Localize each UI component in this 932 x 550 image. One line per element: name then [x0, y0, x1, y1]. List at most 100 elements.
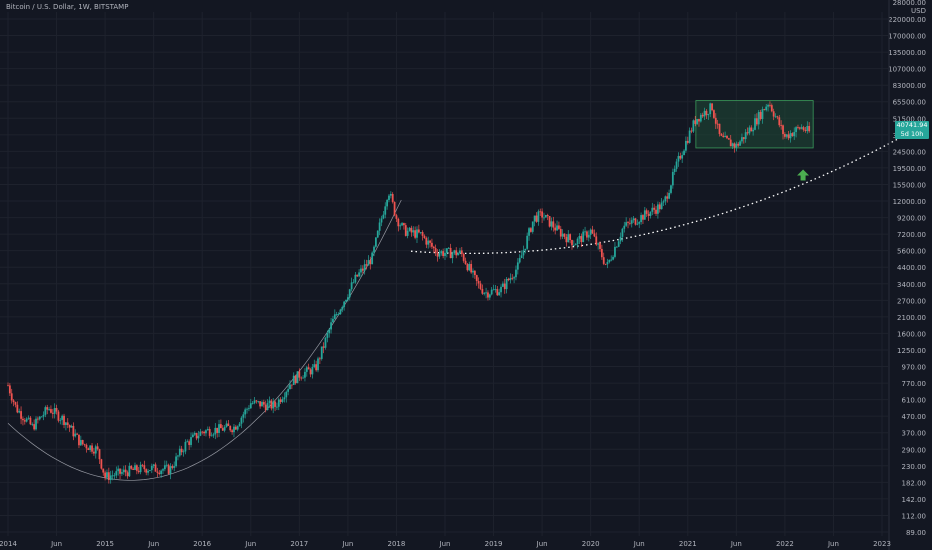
candle: [599, 241, 601, 252]
candle: [285, 390, 288, 403]
candle: [360, 264, 362, 278]
candle: [44, 405, 47, 418]
candle: [442, 248, 445, 259]
candle: [339, 308, 342, 315]
candle: [755, 113, 758, 127]
candle: [630, 217, 633, 228]
x-tick-label: Jun: [536, 540, 548, 548]
x-tick-label: Jun: [730, 540, 742, 548]
candle: [464, 257, 467, 265]
candle: [384, 202, 387, 219]
candle: [150, 463, 153, 474]
candle: [322, 342, 325, 354]
candle: [382, 210, 385, 220]
candle: [376, 230, 379, 239]
candle: [223, 425, 226, 433]
candle: [625, 217, 628, 228]
candle: [158, 470, 161, 476]
candle: [470, 260, 473, 274]
candle: [137, 466, 140, 474]
candle: [651, 202, 654, 216]
x-tick-label: Jun: [341, 540, 353, 548]
candle: [647, 210, 650, 221]
candle: [754, 114, 756, 131]
candle: [436, 249, 439, 262]
candle: [558, 221, 560, 231]
candle: [132, 467, 135, 471]
candle: [785, 133, 788, 139]
candle: [156, 467, 159, 478]
candle: [141, 463, 144, 468]
candle: [335, 311, 338, 317]
candle: [640, 212, 642, 225]
candle: [528, 226, 530, 241]
candle: [61, 414, 64, 426]
candle: [520, 250, 523, 259]
candle: [46, 404, 49, 415]
x-axis: 2014 Jun 2015 Jun 2016 Jun 2017 Jun 2018 Jun 2019 J…: [0, 540, 891, 548]
candle: [632, 215, 635, 223]
candle: [35, 416, 37, 431]
candle: [498, 288, 501, 296]
candle: [96, 443, 99, 451]
candle: [541, 208, 544, 223]
candle: [221, 424, 224, 431]
y-tick-label: 170000.00: [888, 33, 926, 41]
candle: [638, 220, 641, 228]
candle: [572, 240, 575, 247]
candle: [18, 408, 21, 414]
candle: [501, 281, 504, 288]
candle: [473, 270, 476, 279]
candle: [539, 208, 542, 216]
candle: [167, 463, 170, 475]
candle: [20, 406, 22, 425]
candle: [201, 430, 204, 435]
candle: [231, 428, 234, 435]
candle: [330, 318, 332, 334]
candle: [178, 445, 181, 458]
candle: [642, 214, 644, 224]
candle: [305, 365, 308, 377]
candle: [733, 142, 736, 153]
grid: [0, 12, 888, 536]
candle: [186, 439, 189, 443]
candle: [55, 404, 58, 415]
candle: [602, 252, 605, 266]
candle: [165, 460, 168, 468]
x-tick-label: Jun: [827, 540, 839, 548]
candle: [494, 284, 497, 293]
candle: [677, 152, 680, 167]
candle: [274, 399, 276, 412]
candle: [262, 399, 265, 408]
candle: [419, 231, 422, 235]
candle: [580, 233, 583, 247]
candle: [720, 132, 723, 137]
candle: [500, 284, 502, 298]
candle: [544, 214, 547, 218]
candle: [496, 286, 499, 296]
candle: [472, 268, 474, 278]
candle: [711, 103, 713, 112]
candle: [212, 432, 215, 438]
candle: [485, 287, 487, 299]
candle: [595, 232, 598, 247]
candle: [662, 199, 665, 207]
candle: [81, 439, 84, 446]
candle: [606, 258, 609, 269]
x-tick-label: 2022: [776, 540, 794, 548]
candle: [48, 406, 50, 412]
candle: [767, 103, 769, 112]
candle: [337, 312, 340, 316]
candle: [571, 239, 573, 250]
candle: [634, 217, 637, 226]
candle: [460, 247, 463, 257]
candle: [324, 336, 327, 350]
candle: [466, 263, 469, 272]
candle: [444, 248, 446, 260]
y-tick-label: 610.00: [902, 397, 927, 405]
candle: [356, 274, 359, 278]
candle: [300, 376, 303, 381]
candle: [451, 251, 454, 264]
y-tick-label: 4400.00: [897, 264, 926, 272]
